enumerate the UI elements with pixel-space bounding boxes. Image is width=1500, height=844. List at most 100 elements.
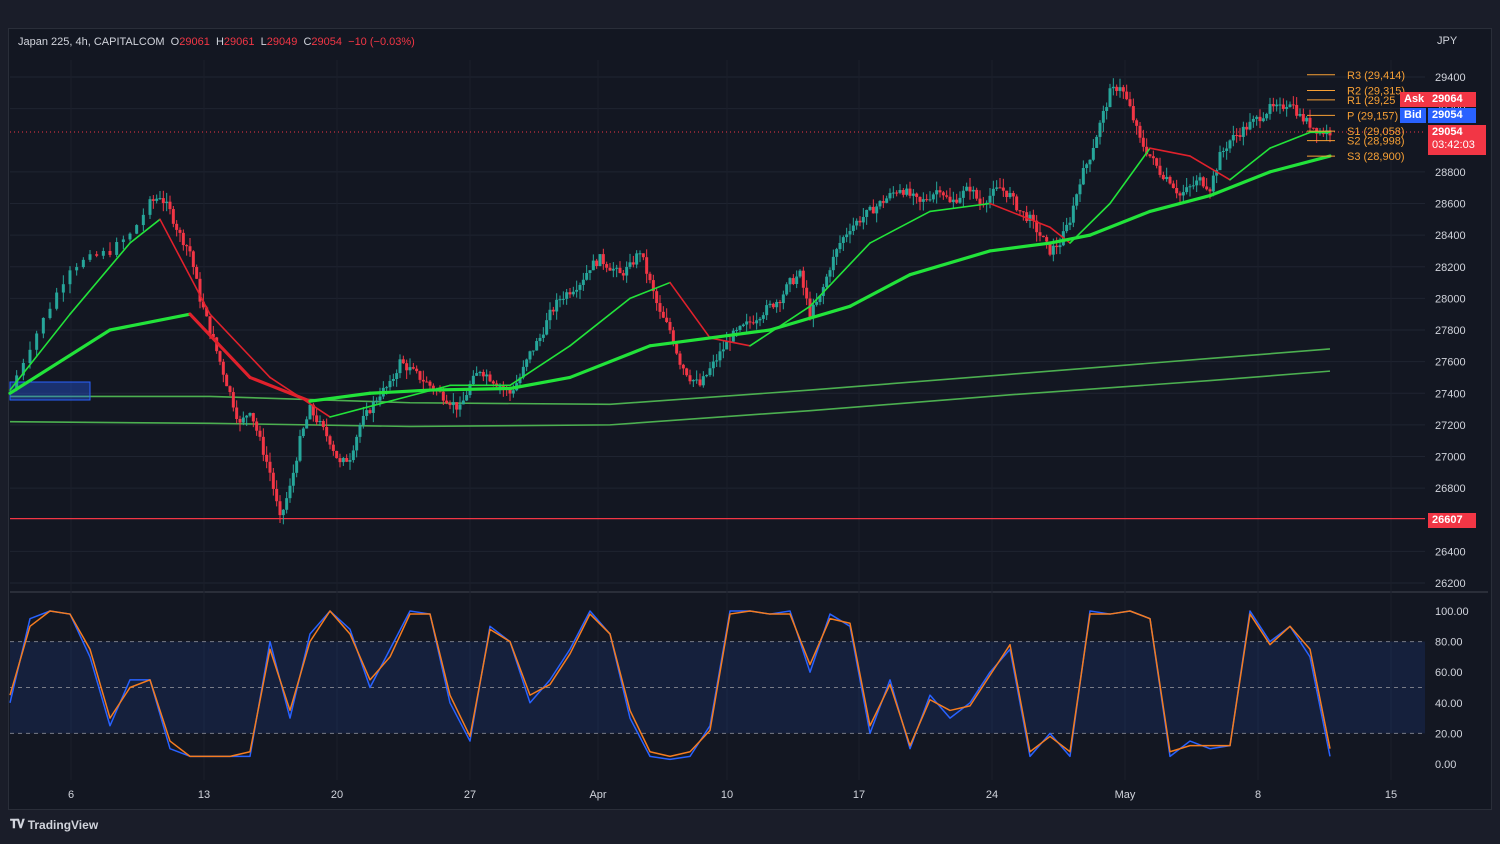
candle-body <box>1161 174 1165 180</box>
candle-body <box>545 320 549 335</box>
candle-body <box>1235 135 1239 137</box>
candle-body <box>791 278 795 285</box>
candle-body <box>348 460 352 462</box>
candle-body <box>431 385 435 390</box>
stoch-axis-label: 80.00 <box>1435 637 1463 649</box>
candle-body <box>1178 193 1182 196</box>
price-axis-label: 28600 <box>1435 199 1466 211</box>
candle-body <box>701 376 705 386</box>
chart-frame[interactable] <box>8 28 1492 810</box>
price-axis-label: 27000 <box>1435 452 1466 464</box>
candle-body <box>178 229 182 233</box>
candle-body <box>1065 224 1069 232</box>
ema-fast-line <box>669 281 711 339</box>
ema-slow-line <box>188 312 252 380</box>
candle-body <box>408 367 412 371</box>
candle-body <box>971 189 975 192</box>
ema-slow-line <box>1048 233 1092 245</box>
candle-body <box>585 273 589 280</box>
candle-body <box>901 189 905 195</box>
candle-body <box>331 444 335 451</box>
candle-body <box>231 392 235 408</box>
candle-body <box>55 292 59 309</box>
candle-body <box>778 301 782 304</box>
candle-body <box>781 294 785 304</box>
ema-slow-line <box>848 273 912 308</box>
price-axis-label: 27200 <box>1435 420 1466 432</box>
candle-body <box>1301 113 1305 122</box>
ema-slow-line <box>368 388 432 395</box>
candle-body <box>555 299 559 312</box>
candle-body <box>671 330 675 344</box>
candle-body <box>861 216 865 223</box>
candle-body <box>578 284 582 290</box>
candle-body <box>591 260 595 271</box>
candle-body <box>465 395 469 401</box>
candle-body <box>765 305 769 316</box>
candle-body <box>645 257 649 274</box>
candle-body <box>851 225 855 232</box>
candle-body <box>301 428 305 437</box>
candle-body <box>1191 185 1195 187</box>
candle-body <box>768 303 772 306</box>
ema-fast-line <box>869 210 931 244</box>
ema-slow-line <box>908 249 992 277</box>
candle-body <box>888 193 892 199</box>
candle-body <box>1058 245 1062 248</box>
candle-body <box>748 321 752 323</box>
candle-body <box>1148 154 1152 157</box>
ema-slow-line <box>1208 170 1272 198</box>
candle-body <box>908 188 912 196</box>
last-price: 29054 <box>1432 126 1463 138</box>
ema-fast-line <box>929 202 991 213</box>
candle-body <box>41 317 45 334</box>
candle-body <box>635 253 639 265</box>
candle-body <box>1285 107 1289 109</box>
candle-body <box>1308 117 1312 128</box>
candle-body <box>48 308 52 318</box>
candle-body <box>1311 127 1315 129</box>
candle-body <box>1205 186 1209 190</box>
candle-body <box>1108 88 1112 108</box>
candle-body <box>811 304 815 319</box>
candle-body <box>708 368 712 375</box>
candle-body <box>151 199 155 201</box>
candle-body <box>691 379 695 382</box>
candle-body <box>308 404 312 420</box>
bid-label: Bid <box>1400 108 1426 123</box>
candle-body <box>248 413 252 416</box>
candle-body <box>1088 159 1092 165</box>
candle-body <box>1075 194 1079 206</box>
ema-slow-line <box>708 328 772 340</box>
candle-body <box>918 196 922 202</box>
candle-body <box>801 270 805 288</box>
candle-body <box>1038 232 1042 236</box>
candle-body <box>925 199 929 201</box>
candle-body <box>95 254 99 256</box>
candle-body <box>205 307 209 317</box>
candle-body <box>148 199 152 215</box>
candle-body <box>375 400 379 402</box>
candle-body <box>165 201 169 204</box>
time-axis-label: 17 <box>853 789 865 801</box>
price-axis-label: 28400 <box>1435 230 1466 242</box>
candle-body <box>108 250 112 255</box>
candle-body <box>955 199 959 203</box>
candle-body <box>1305 117 1309 122</box>
candle-body <box>951 199 955 203</box>
candle-body <box>458 404 462 410</box>
tradingview-logo[interactable]: 𝐓𝐕 TradingView <box>10 817 98 832</box>
candle-body <box>21 362 25 376</box>
currency-label: JPY <box>1437 35 1458 47</box>
candle-body <box>1021 211 1025 213</box>
candle-body <box>921 199 925 202</box>
candle-body <box>171 209 175 224</box>
candle-body <box>1278 104 1282 106</box>
candle-body <box>961 190 965 198</box>
candle-body <box>1071 205 1075 223</box>
candle-body <box>885 198 889 203</box>
candle-body <box>795 276 799 285</box>
candle-body <box>1288 104 1292 108</box>
ask-label: Ask <box>1400 92 1429 107</box>
